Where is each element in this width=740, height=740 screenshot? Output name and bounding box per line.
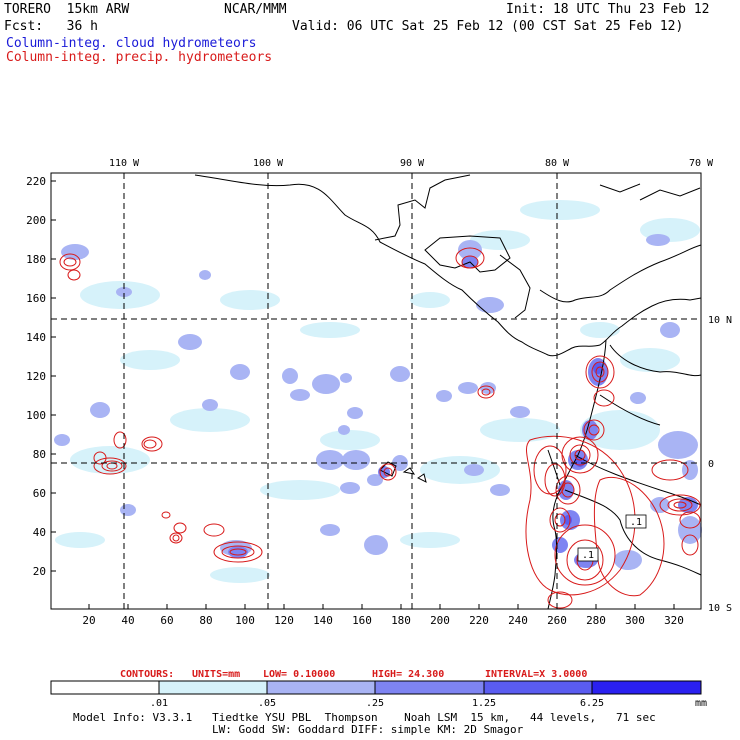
x-tick-label: 260 [547, 614, 567, 627]
lon-label-80w: 80 W [545, 158, 570, 169]
contour-info-low: LOW= 0.10000 [263, 669, 335, 680]
y-tick-label: 20 [33, 565, 46, 578]
y-tick-label: 120 [26, 370, 46, 383]
model-info-line1: Model Info: V3.3.1 Tiedtke YSU PBL Thomp… [73, 711, 656, 724]
colorbar-label: .25 [366, 698, 384, 709]
colorbar-label: 1.25 [472, 698, 496, 709]
coastlines [194, 174, 702, 610]
legend-precip: Column-integ. precip. hydrometeors [6, 50, 273, 65]
x-tick-label: 100 [235, 614, 255, 627]
x-tick-label: 140 [313, 614, 333, 627]
colorbar [50, 680, 702, 695]
contour-label-1: .1 [630, 517, 642, 528]
y-tick-label: 80 [33, 448, 46, 461]
x-tick-label: 180 [391, 614, 411, 627]
x-tick-label: 280 [586, 614, 606, 627]
colorbar-label: .01 [150, 698, 168, 709]
lon-label-110w: 110 W [109, 158, 140, 169]
x-tick-label: 300 [625, 614, 645, 627]
colorbar-label: .05 [258, 698, 276, 709]
y-tick-label: 140 [26, 331, 46, 344]
forecast-hour: Fcst: 36 h [4, 19, 98, 34]
y-tick-label: 100 [26, 409, 46, 422]
legend-cloud: Column-integ. cloud hydrometeors [6, 36, 257, 51]
latlon-grid [51, 173, 701, 609]
y-tick-label: 60 [33, 487, 46, 500]
center-label: NCAR/MMM [224, 2, 287, 17]
valid-time: Valid: 06 UTC Sat 25 Feb 12 (00 CST Sat … [292, 19, 684, 34]
x-tick-label: 80 [199, 614, 212, 627]
x-tick-label: 160 [352, 614, 372, 627]
lon-label-90w: 90 W [400, 158, 425, 169]
contour-info-units: UNITS=mm [192, 669, 240, 680]
y-tick-label: 40 [33, 526, 46, 539]
lat-label-10s: 10 S [708, 603, 732, 614]
y-tick-label: 180 [26, 253, 46, 266]
y-tick-label: 220 [26, 175, 46, 188]
x-tick-label: 60 [160, 614, 173, 627]
contour-info-high: HIGH= 24.300 [372, 669, 444, 680]
lat-label-10n: 10 N [708, 315, 732, 326]
x-tick-label: 120 [274, 614, 294, 627]
x-tick-label: 240 [508, 614, 528, 627]
contour-info-contours: CONTOURS: [120, 669, 174, 680]
x-tick-label: 320 [664, 614, 684, 627]
lon-label-70w: 70 W [689, 158, 714, 169]
model-info-line2: LW: Godd SW: Goddard DIFF: simple KM: 2D… [212, 723, 524, 736]
contour-labels: .1 .1 [577, 514, 647, 562]
init-time: Init: 18 UTC Thu 23 Feb 12 [506, 2, 710, 17]
lat-label-0: 0 [708, 459, 714, 470]
plot-frame [50, 172, 702, 610]
x-tick-label: 200 [430, 614, 450, 627]
x-tick-label: 220 [469, 614, 489, 627]
colorbar-label: 6.25 [580, 698, 604, 709]
lon-label-100w: 100 W [253, 158, 284, 169]
x-tick-label: 40 [121, 614, 134, 627]
y-tick-label: 160 [26, 292, 46, 305]
y-tick-label: 200 [26, 214, 46, 227]
model-title: TORERO 15km ARW [4, 2, 130, 17]
contour-info-interval: INTERVAL=X 3.0000 [485, 669, 587, 680]
x-tick-label: 20 [82, 614, 95, 627]
contour-label-2: .1 [582, 550, 594, 561]
colorbar-unit: mm [695, 698, 707, 709]
axis-ticks [51, 180, 675, 609]
